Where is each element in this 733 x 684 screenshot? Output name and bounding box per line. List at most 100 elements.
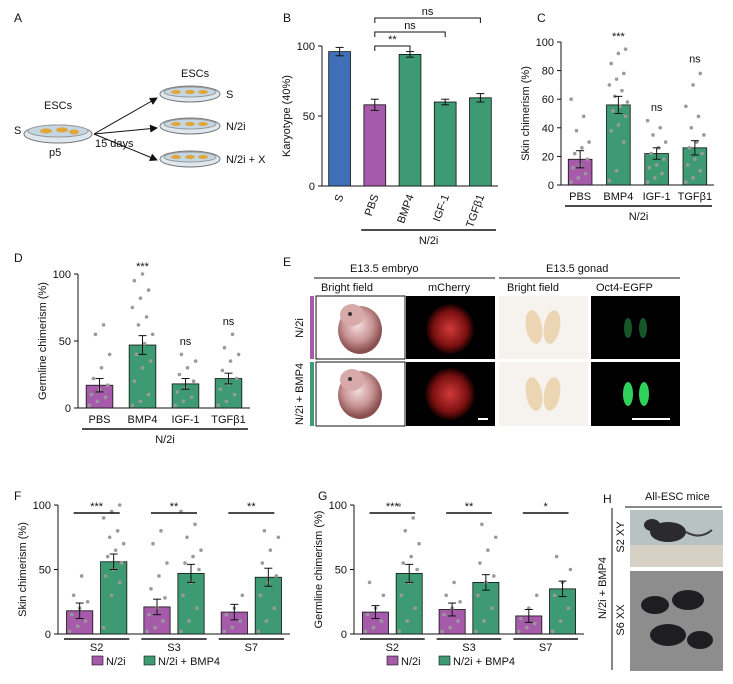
data-point	[138, 399, 143, 404]
y-tick-label: 100	[53, 269, 71, 281]
bar-tgf-1	[469, 97, 492, 187]
data-point	[568, 567, 573, 572]
data-point	[550, 629, 555, 634]
y-tick-label: 0	[341, 629, 347, 641]
data-point	[654, 163, 659, 167]
significance-bracket	[374, 45, 411, 51]
bar-pbs	[363, 104, 387, 187]
significance-mark: ns	[404, 20, 416, 32]
significance-mark: ***	[136, 261, 150, 273]
significance-mark: ns	[180, 336, 192, 348]
data-point	[517, 629, 521, 634]
data-point	[458, 599, 462, 604]
data-point	[684, 180, 688, 184]
significance-mark: ***	[90, 501, 104, 513]
data-point	[702, 133, 706, 137]
data-point	[140, 366, 145, 370]
data-point	[157, 574, 161, 578]
panel-g: G 0 50 100 Germline chimerism (%) *** S2 ** S3 * S…	[313, 489, 584, 668]
data-point	[107, 535, 112, 540]
x-tick-label: TGFβ1	[464, 193, 487, 229]
data-point	[134, 352, 139, 357]
data-point	[532, 621, 537, 626]
data-point	[609, 61, 613, 66]
legend-label-n2i: N/2i	[401, 656, 421, 668]
data-point	[130, 403, 135, 408]
data-point	[363, 629, 368, 634]
data-point	[696, 114, 701, 119]
data-point	[399, 593, 404, 598]
data-point	[365, 612, 370, 617]
data-point	[216, 403, 221, 408]
bar-s7-n2i-bmp4	[254, 576, 282, 635]
data-point	[607, 178, 612, 183]
data-point	[480, 522, 484, 527]
data-point	[581, 114, 586, 119]
y-tick-label: 50	[335, 565, 347, 577]
data-point	[144, 315, 149, 319]
y-tick-label: 50	[39, 565, 51, 577]
y-tick-label: 20	[542, 151, 554, 163]
row-s2-xy: S2 XY	[615, 521, 627, 553]
data-point	[99, 366, 104, 370]
y-tick-label: 100	[329, 500, 347, 512]
data-point	[409, 554, 413, 559]
data-point	[554, 554, 559, 559]
x-tick-label: S7	[245, 642, 258, 654]
data-point	[183, 561, 187, 565]
panel-e: E E13.5 embryo E13.5 gonad Bright field …	[283, 255, 680, 427]
x-tick-label: TGFβ1	[678, 191, 712, 203]
data-point	[187, 619, 191, 623]
x-tick-label: S2	[90, 642, 103, 654]
data-point	[103, 574, 108, 578]
data-point	[67, 629, 72, 634]
data-point	[456, 619, 460, 623]
legend-swatch-n2i-bmp4	[143, 655, 156, 666]
data-point	[576, 176, 581, 180]
significance-mark: *	[544, 501, 549, 513]
data-point	[87, 403, 92, 408]
data-point	[132, 379, 137, 384]
data-point	[146, 288, 151, 292]
bar-s	[328, 51, 351, 187]
row-s6-xx: S6 XX	[615, 604, 627, 636]
data-point	[274, 574, 279, 578]
y-tick-label: 60	[542, 94, 554, 106]
y-tick-label: 0	[309, 181, 315, 193]
data-point	[149, 587, 153, 591]
bar-bmp4	[398, 54, 422, 187]
data-point	[558, 619, 563, 623]
panel-e-letter: E	[283, 255, 291, 269]
data-point	[153, 625, 157, 630]
x-tick-label: IGF-1	[431, 193, 452, 224]
data-point	[693, 157, 697, 162]
significance-mark: ns	[651, 102, 663, 114]
y-axis-label: Karyotype (40%)	[281, 75, 293, 157]
data-point	[103, 395, 108, 400]
data-point	[222, 345, 227, 350]
panel-a: A ESCs S p5 15 days ESCs S N/2i N/2i + X	[14, 11, 266, 168]
data-point	[71, 593, 76, 598]
data-point	[260, 561, 265, 565]
data-point	[107, 352, 112, 357]
data-point	[79, 574, 84, 578]
significance-bracket	[374, 17, 481, 23]
x-tick-label: S2	[386, 642, 399, 654]
panel-f: F 0 50 100 Skin chimerism (%) *** S2 ** S3 ** S7 N/…	[14, 489, 290, 668]
data-point	[175, 390, 180, 394]
y-tick-label: 50	[303, 111, 315, 123]
data-point	[607, 83, 612, 87]
panel-h: H All-ESC mice N/2i + BMP4 S2 XY S6 XX	[597, 491, 723, 671]
panel-a-left-s: S	[14, 125, 21, 137]
significance-mark: ns	[422, 6, 434, 18]
y-tick-label: 50	[59, 336, 71, 348]
data-point	[367, 580, 372, 585]
bar-s2-n2i-bmp4	[100, 561, 128, 635]
data-point	[525, 625, 529, 630]
y-tick-label: 0	[548, 180, 554, 192]
data-point	[689, 126, 694, 130]
data-point	[93, 332, 98, 337]
data-point	[181, 399, 186, 404]
data-point	[177, 372, 182, 377]
data-point	[587, 140, 591, 144]
